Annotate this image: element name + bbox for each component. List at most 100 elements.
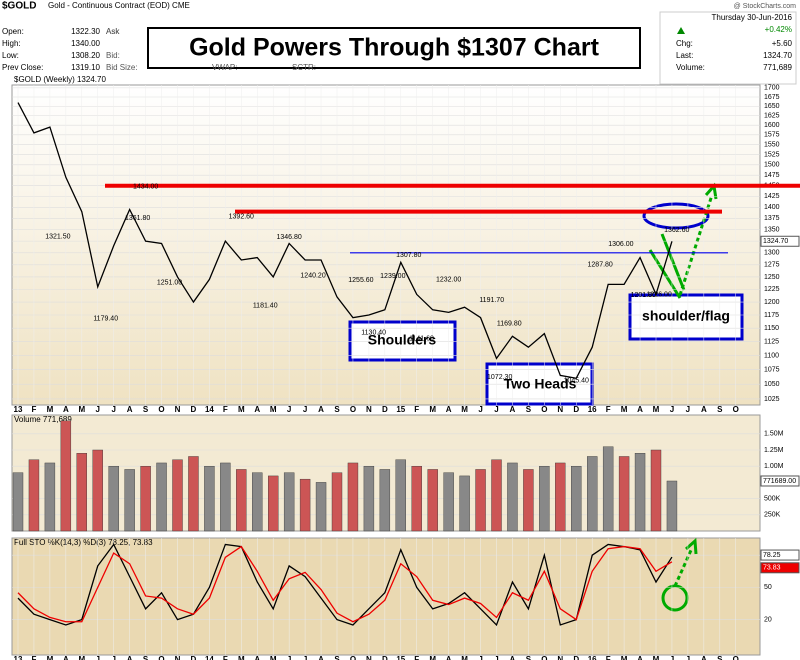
y-tick-label: 1200 <box>764 299 780 306</box>
x-tick-label: D <box>191 405 197 414</box>
value-box <box>760 475 800 487</box>
price-annotation: 1141.60 <box>409 336 434 343</box>
price-annotation: 1045.40 <box>564 378 589 385</box>
x-tick-label: 15 <box>396 405 405 414</box>
x-tick-label: F <box>32 405 37 414</box>
price-annotation: 1130.40 <box>361 330 386 337</box>
field-value: 1319.10 <box>71 63 100 72</box>
y-tick-label: 1.50M <box>764 431 784 438</box>
price-annotation: 1201.80 <box>631 292 656 299</box>
x-tick-label: 15 <box>396 655 405 660</box>
chart-title: Gold Powers Through $1307 Chart <box>189 34 599 62</box>
y-tick-label: 1500 <box>764 162 780 169</box>
volume-bar <box>363 465 375 532</box>
last-label: Last: <box>676 51 693 60</box>
price-annotation: 1181.40 <box>253 302 278 309</box>
x-tick-label: D <box>382 405 388 414</box>
x-tick-label: 14 <box>205 405 214 414</box>
last: 1324.70 <box>763 51 792 60</box>
field-label: Low: <box>2 51 19 60</box>
x-tick-label: F <box>606 655 611 660</box>
price-annotation: 1287.80 <box>588 261 613 268</box>
x-tick-label: F <box>223 655 228 660</box>
title-box <box>147 27 641 69</box>
volume-bar <box>650 449 662 532</box>
field-label: Open: <box>2 27 24 36</box>
quote-box <box>659 11 797 85</box>
price-annotation: 1392.60 <box>229 213 254 220</box>
quote-label: Bid Size: <box>106 63 138 72</box>
y-tick-label: 1625 <box>764 112 780 119</box>
volume-bar <box>507 462 518 532</box>
y-tick-label: 250K <box>764 512 781 519</box>
volume-bar <box>315 482 327 532</box>
price-annotation: 1226.00 <box>647 292 672 299</box>
volume: 771,689 <box>763 63 792 72</box>
x-tick-label: F <box>32 655 37 660</box>
x-tick-label: J <box>303 655 307 660</box>
chg: +5.60 <box>772 39 793 48</box>
y-tick-label: 1525 <box>764 152 780 159</box>
x-tick-label: O <box>541 405 547 414</box>
chg-label: Chg: <box>676 39 693 48</box>
x-tick-label: A <box>701 405 707 414</box>
price-annotation: 1072.30 <box>487 374 512 381</box>
x-tick-label: M <box>461 655 468 660</box>
x-tick-label: M <box>238 655 245 660</box>
x-tick-label: M <box>621 655 628 660</box>
volume-bar <box>60 420 72 532</box>
x-tick-label: A <box>637 405 643 414</box>
x-tick-label: N <box>557 405 563 414</box>
series-line <box>17 545 673 623</box>
x-tick-label: N <box>175 655 181 660</box>
volume-bar <box>204 465 215 532</box>
price-annotation: 1240.20 <box>300 273 325 280</box>
x-tick-label: D <box>573 655 579 660</box>
y-tick-label: 1300 <box>764 250 780 257</box>
x-tick-label: M <box>621 405 628 414</box>
x-tick-label: D <box>191 655 197 660</box>
x-tick-label: O <box>158 655 164 660</box>
volume-bar <box>618 456 630 532</box>
date: Thursday 30-Jun-2016 <box>712 13 793 22</box>
x-tick-label: 14 <box>205 655 214 660</box>
x-tick-label: F <box>414 655 419 660</box>
x-tick-label: S <box>334 655 340 660</box>
price-annotation: 1255.60 <box>348 277 373 284</box>
x-tick-label: D <box>573 405 579 414</box>
y-tick-label: 1375 <box>764 215 780 222</box>
series-line <box>17 543 673 627</box>
x-tick-label: A <box>637 655 643 660</box>
value-box-label: 771689.00 <box>763 478 796 485</box>
volume-bar <box>587 456 598 532</box>
value-box-label: 78.25 <box>763 552 781 559</box>
quote-label: SCTR: <box>292 63 316 72</box>
y-tick-label: 1275 <box>764 262 780 269</box>
x-tick-label: J <box>287 655 291 660</box>
x-tick-label: O <box>733 405 739 414</box>
volume-bar <box>379 469 391 532</box>
watermark: @ StockCharts.com <box>734 3 797 10</box>
x-tick-label: M <box>429 405 436 414</box>
volume-label: Volume: <box>676 63 705 72</box>
price-annotation: 1191.70 <box>479 297 504 304</box>
field-value: 1308.20 <box>71 51 100 60</box>
x-tick-label: J <box>686 655 690 660</box>
volume-bar <box>76 453 88 532</box>
x-tick-label: F <box>606 405 611 414</box>
x-tick-label: J <box>494 405 498 414</box>
x-tick-label: S <box>717 655 723 660</box>
x-tick-label: 13 <box>14 405 23 414</box>
quote-label: Ask <box>106 27 120 36</box>
x-tick-label: S <box>143 405 149 414</box>
volume-bar <box>124 469 135 532</box>
volume-bar <box>459 475 470 532</box>
x-tick-label: J <box>478 655 482 660</box>
x-tick-label: M <box>238 405 245 414</box>
y-tick-label: 1700 <box>764 85 780 92</box>
volume-bar <box>140 465 151 532</box>
x-tick-label: M <box>270 405 277 414</box>
value-box-label: 73.83 <box>763 565 781 572</box>
volume-bar <box>634 453 646 532</box>
volume-bar <box>475 469 486 532</box>
